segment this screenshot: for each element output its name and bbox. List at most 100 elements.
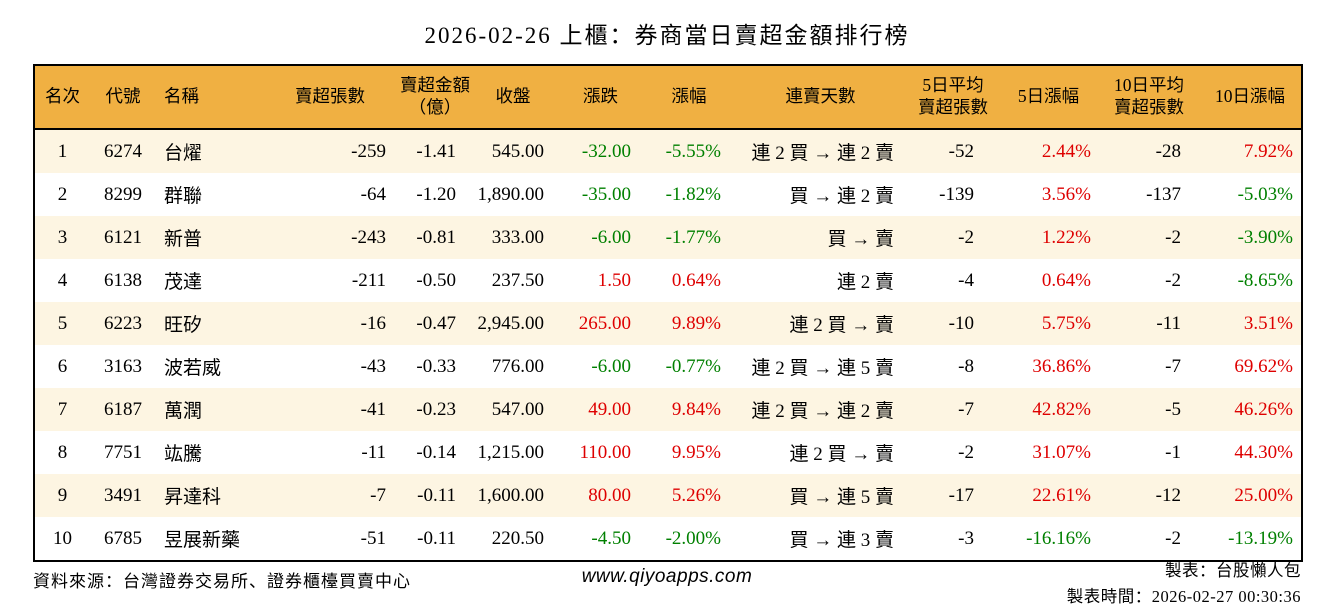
cell-avg10-lots: -2 bbox=[1165, 269, 1181, 291]
cell-change-pct: -0.77% bbox=[665, 355, 721, 377]
col-header-rank: 名次 bbox=[45, 86, 80, 107]
cell-streak: 買 → 連 2 賣 bbox=[789, 186, 894, 207]
cell-name: 旺矽 bbox=[164, 315, 203, 336]
cell-pct-10d: -3.90% bbox=[1237, 226, 1293, 248]
cell-net-sell-lots: -243 bbox=[351, 226, 386, 248]
data-source-note: 資料來源：台灣證券交易所、證券櫃檯買賣中心 bbox=[33, 572, 411, 591]
col-header-name: 名稱 bbox=[164, 86, 199, 107]
cell-net-sell-amount: -0.14 bbox=[416, 441, 456, 463]
cell-close: 547.00 bbox=[491, 398, 544, 420]
cell-net-sell-lots: -211 bbox=[351, 269, 386, 291]
maker-credit: 製表：台股懶人包 bbox=[1165, 561, 1301, 580]
cell-change-pct: 9.84% bbox=[671, 398, 721, 420]
cell-avg10-lots: -2 bbox=[1165, 226, 1181, 248]
cell-close: 1,890.00 bbox=[477, 183, 545, 205]
cell-avg10-lots: -28 bbox=[1155, 140, 1181, 162]
cell-avg10-lots: -137 bbox=[1146, 183, 1181, 205]
col-header-net-sell-amount: 賣超金額 （億） bbox=[400, 75, 470, 117]
cell-rank: 4 bbox=[57, 269, 68, 291]
cell-change: 265.00 bbox=[578, 312, 631, 334]
cell-pct-5d: 22.61% bbox=[1032, 484, 1091, 506]
cell-pct-10d: -5.03% bbox=[1237, 183, 1293, 205]
cell-change-pct: 9.95% bbox=[671, 441, 721, 463]
col-header-change: 漲跌 bbox=[583, 86, 618, 107]
cell-net-sell-lots: -259 bbox=[351, 140, 386, 162]
cell-code: 7751 bbox=[104, 441, 142, 463]
cell-rank: 8 bbox=[57, 441, 68, 463]
cell-net-sell-amount: -0.81 bbox=[416, 226, 456, 248]
cell-avg5-lots: -3 bbox=[958, 527, 974, 549]
cell-avg10-lots: -7 bbox=[1165, 355, 1181, 377]
cell-close: 1,600.00 bbox=[477, 484, 545, 506]
table-row: 10 6785 昱展新藥 -51 -0.11 220.50 -4.50 -2.00% 買 → 連… bbox=[34, 517, 1302, 561]
page-title: 2026-02-26 上櫃：券商當日賣超金額排行榜 bbox=[424, 23, 910, 48]
cell-rank: 7 bbox=[57, 398, 68, 420]
cell-name: 波若威 bbox=[164, 358, 222, 379]
cell-code: 8299 bbox=[104, 183, 142, 205]
cell-avg5-lots: -7 bbox=[958, 398, 974, 420]
cell-name: 萬潤 bbox=[164, 401, 203, 422]
col-header-avg10-lots: 10日平均 賣超張數 bbox=[1114, 75, 1184, 117]
cell-streak: 連 2 買 → 連 5 賣 bbox=[751, 358, 894, 379]
cell-net-sell-lots: -16 bbox=[360, 312, 386, 334]
cell-avg5-lots: -139 bbox=[939, 183, 974, 205]
col-header-close: 收盤 bbox=[495, 86, 531, 107]
cell-close: 1,215.00 bbox=[477, 441, 545, 463]
table-row: 4 6138 茂達 -211 -0.50 237.50 1.50 0.64% 連 2 賣 -4 0.… bbox=[34, 259, 1302, 302]
cell-avg5-lots: -52 bbox=[948, 140, 974, 162]
cell-code: 6121 bbox=[104, 226, 142, 248]
cell-name: 群聯 bbox=[164, 186, 203, 207]
cell-close: 237.50 bbox=[491, 269, 544, 291]
cell-streak: 連 2 買 → 連 2 賣 bbox=[751, 401, 894, 422]
cell-code: 6223 bbox=[104, 312, 142, 334]
cell-net-sell-amount: -0.47 bbox=[416, 312, 456, 334]
cell-net-sell-lots: -7 bbox=[370, 484, 386, 506]
cell-code: 6274 bbox=[104, 140, 142, 162]
cell-name: 昱展新藥 bbox=[164, 530, 241, 551]
cell-net-sell-lots: -11 bbox=[361, 441, 386, 463]
cell-name: 茂達 bbox=[164, 272, 203, 293]
cell-change: 80.00 bbox=[588, 484, 631, 506]
col-header-avg5-lots: 5日平均 賣超張數 bbox=[918, 75, 988, 117]
cell-rank: 6 bbox=[57, 355, 68, 377]
cell-rank: 2 bbox=[57, 183, 68, 205]
cell-close: 220.50 bbox=[491, 527, 544, 549]
cell-close: 2,945.00 bbox=[477, 312, 545, 334]
cell-pct-10d: 25.00% bbox=[1234, 484, 1293, 506]
cell-avg10-lots: -12 bbox=[1155, 484, 1181, 506]
cell-pct-5d: 42.82% bbox=[1032, 398, 1091, 420]
cell-avg5-lots: -2 bbox=[958, 441, 974, 463]
cell-pct-5d: 1.22% bbox=[1041, 226, 1091, 248]
website-url: www.qiyoapps.com bbox=[581, 566, 753, 587]
cell-net-sell-amount: -0.11 bbox=[417, 484, 456, 506]
cell-avg10-lots: -5 bbox=[1165, 398, 1181, 420]
cell-change-pct: 5.26% bbox=[671, 484, 721, 506]
cell-code: 6187 bbox=[104, 398, 142, 420]
table-row: 5 6223 旺矽 -16 -0.47 2,945.00 265.00 9.89% 連 2 買 … bbox=[34, 302, 1302, 345]
cell-net-sell-lots: -64 bbox=[360, 183, 386, 205]
cell-change: -6.00 bbox=[591, 355, 631, 377]
cell-change: -4.50 bbox=[591, 527, 631, 549]
cell-change: 110.00 bbox=[579, 441, 631, 463]
cell-net-sell-amount: -0.50 bbox=[416, 269, 456, 291]
cell-net-sell-amount: -0.33 bbox=[416, 355, 456, 377]
col-header-net-sell-lots: 賣超張數 bbox=[295, 86, 365, 107]
cell-net-sell-amount: -1.41 bbox=[416, 140, 456, 162]
cell-streak: 買 → 連 3 賣 bbox=[789, 530, 894, 551]
cell-net-sell-lots: -51 bbox=[360, 527, 386, 549]
cell-avg5-lots: -4 bbox=[958, 269, 974, 291]
cell-close: 545.00 bbox=[491, 140, 544, 162]
table-header-row: 名次 代號 名稱 賣超張數 賣超金額 （億） 收盤 漲跌 漲幅 連賣天數 5日平均 賣超張數 5日漲… bbox=[34, 65, 1302, 129]
cell-change: -32.00 bbox=[581, 140, 631, 162]
table-row: 8 7751 竑騰 -11 -0.14 1,215.00 110.00 9.95% 連 2 買 … bbox=[34, 431, 1302, 474]
cell-pct-5d: -16.16% bbox=[1026, 527, 1091, 549]
cell-rank: 10 bbox=[53, 527, 72, 549]
cell-code: 3163 bbox=[104, 355, 142, 377]
cell-code: 6138 bbox=[104, 269, 142, 291]
cell-rank: 3 bbox=[57, 226, 68, 248]
cell-name: 台燿 bbox=[164, 143, 203, 164]
cell-close: 333.00 bbox=[491, 226, 544, 248]
cell-pct-10d: 44.30% bbox=[1234, 441, 1293, 463]
cell-avg10-lots: -1 bbox=[1165, 441, 1181, 463]
